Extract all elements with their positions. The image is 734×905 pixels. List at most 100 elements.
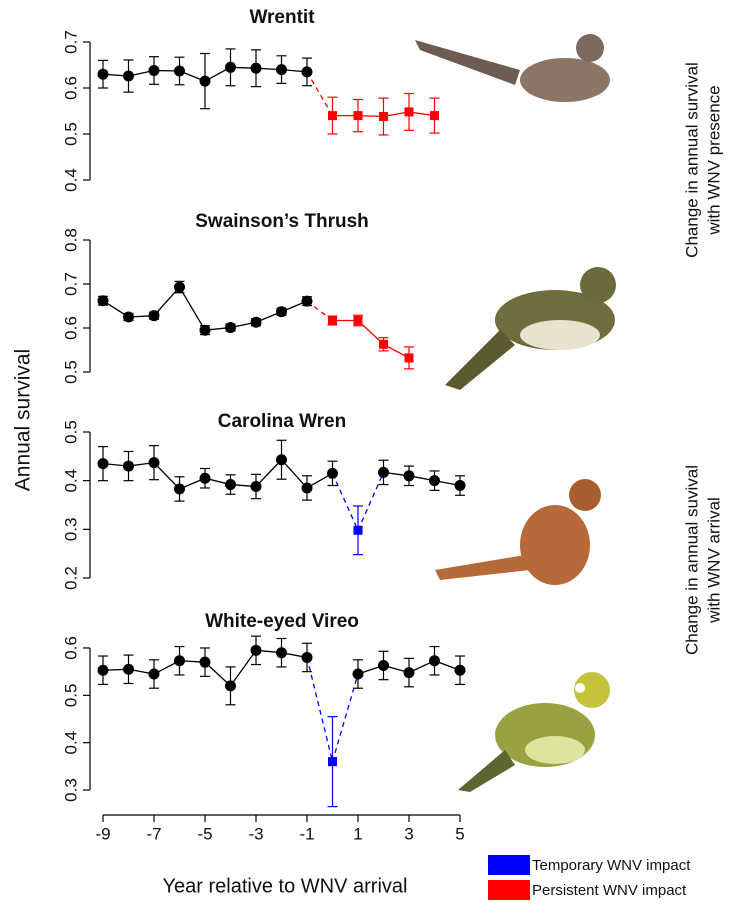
point	[199, 656, 211, 668]
point	[123, 311, 134, 323]
point	[379, 339, 388, 349]
point	[328, 316, 337, 326]
point	[429, 475, 440, 487]
y-tick-label: 0.8	[61, 228, 80, 252]
x-axis-label: Year relative to WNV arrival	[163, 875, 408, 897]
point	[378, 659, 389, 671]
x-tick-label: 5	[455, 824, 464, 843]
side-label: with WNV arrival	[704, 497, 723, 624]
y-axis-label: Annual survival	[12, 349, 35, 491]
point	[199, 472, 211, 484]
side-label: Change in annual suvival	[682, 465, 701, 655]
connector	[331, 473, 359, 531]
y-tick-label: 0.7	[61, 272, 80, 296]
point	[276, 454, 287, 466]
point	[250, 481, 262, 493]
point	[301, 651, 313, 663]
y-tick-label: 0.6	[61, 636, 80, 660]
point	[199, 75, 211, 87]
y-tick-label: 0.5	[61, 122, 80, 146]
bird-illustration	[415, 34, 616, 792]
y-tick-label: 0.5	[61, 420, 80, 444]
point	[403, 470, 415, 482]
connector	[331, 673, 359, 762]
x-tick-label: -5	[197, 824, 212, 843]
point	[353, 525, 363, 535]
point	[429, 655, 440, 667]
point	[148, 310, 160, 322]
point	[174, 281, 185, 293]
point	[276, 306, 287, 318]
x-tick-label: 3	[404, 824, 413, 843]
point	[225, 680, 236, 692]
point	[404, 353, 414, 363]
point	[123, 663, 134, 675]
point	[199, 324, 211, 336]
point	[379, 112, 388, 122]
series-line	[332, 319, 410, 359]
legend-swatch	[488, 880, 530, 900]
x-tick-label: -7	[146, 824, 161, 843]
y-tick-label: 0.5	[61, 360, 80, 384]
point	[276, 64, 287, 76]
point	[250, 316, 262, 328]
y-tick-label: 0.3	[61, 518, 80, 542]
legend-label: Persistent WNV impact	[532, 882, 687, 899]
point	[378, 466, 389, 478]
connector	[306, 71, 334, 116]
point	[148, 65, 160, 77]
point	[174, 65, 185, 77]
point	[301, 66, 313, 78]
y-tick-label: 0.6	[61, 316, 80, 340]
point	[174, 655, 185, 667]
point	[148, 668, 160, 680]
y-tick-label: 0.4	[61, 731, 80, 755]
series-line	[102, 285, 308, 331]
side-label: Change in annual survival	[682, 62, 701, 258]
point	[404, 107, 414, 117]
point	[97, 664, 109, 676]
x-tick-label: -3	[248, 824, 263, 843]
point	[123, 460, 134, 472]
chart-title: Carolina Wren	[218, 411, 346, 432]
point	[97, 68, 109, 80]
point	[353, 111, 363, 121]
point	[454, 480, 466, 492]
legend-label: Temporary WNV impact	[532, 857, 691, 874]
x-tick-label: -9	[95, 824, 110, 843]
point	[174, 483, 185, 495]
point	[328, 757, 337, 767]
point	[97, 295, 109, 307]
chart-title: Swainson’s Thrush	[195, 211, 369, 232]
point	[403, 667, 415, 679]
y-tick-label: 0.4	[61, 469, 80, 493]
point	[301, 295, 313, 307]
point	[327, 467, 338, 479]
point	[276, 647, 287, 659]
point	[301, 482, 313, 494]
point	[352, 668, 364, 680]
chart-title: White-eyed Vireo	[205, 611, 359, 632]
series-line	[102, 458, 461, 490]
side-label: with WNV presence	[704, 85, 723, 235]
y-tick-label: 0.5	[61, 684, 80, 708]
point	[353, 316, 363, 326]
y-tick-label: 0.2	[61, 566, 80, 590]
y-tick-label: 0.7	[61, 30, 80, 54]
y-tick-label: 0.3	[61, 778, 80, 802]
point	[250, 62, 262, 74]
point	[250, 644, 262, 656]
point	[225, 479, 236, 491]
x-tick-label: 1	[353, 824, 362, 843]
connector	[306, 657, 334, 762]
point	[454, 664, 466, 676]
x-tick-label: -1	[299, 824, 314, 843]
point	[430, 111, 439, 121]
point	[328, 111, 337, 121]
connector	[357, 472, 385, 531]
legend-swatch	[488, 855, 530, 875]
y-tick-label: 0.4	[61, 168, 80, 192]
point	[225, 61, 236, 73]
point	[123, 70, 134, 82]
